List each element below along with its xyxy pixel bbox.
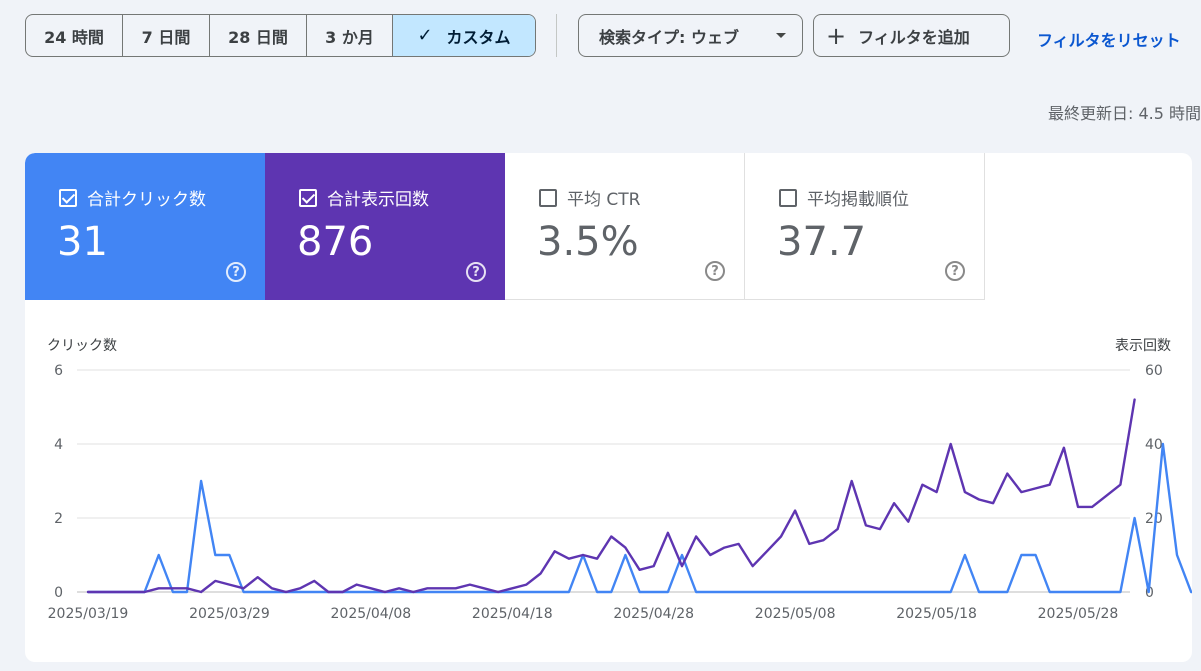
help-icon[interactable]: ?: [466, 262, 486, 282]
x-tick-label: 2025/04/18: [472, 606, 553, 622]
range-label: 28 日間: [228, 27, 288, 47]
range-label: カスタム: [446, 27, 511, 47]
y-right-axis-title: 表示回数: [1115, 338, 1171, 354]
metric-label: 合計表示回数: [327, 190, 429, 210]
metric-label: 平均掲載順位: [807, 190, 909, 210]
toolbar-divider: [556, 14, 557, 57]
search-type-dropdown[interactable]: 検索タイプ: ウェブ: [578, 14, 803, 57]
impressions-series-line: [86, 398, 1136, 594]
metric-tile-impressions[interactable]: 合計表示回数 876 ?: [265, 153, 505, 300]
y-left-tick-label: 6: [54, 363, 63, 379]
search-type-label: 検索タイプ: ウェブ: [599, 27, 739, 47]
last-updated-text: 最終更新日: 4.5 時間: [1047, 104, 1201, 123]
range-custom-button[interactable]: ✓ カスタム: [393, 15, 535, 56]
checkbox-checked-icon[interactable]: [299, 188, 317, 207]
check-icon: ✓: [417, 25, 433, 46]
x-tick-label: 2025/05/28: [1038, 606, 1119, 622]
plus-icon: +: [826, 21, 847, 50]
metric-value: 31: [57, 219, 108, 265]
y-left-tick-label: 2: [54, 511, 63, 527]
y-right-tick-label: 40: [1145, 437, 1163, 453]
checkbox-unchecked-icon[interactable]: [779, 188, 797, 207]
x-tick-label: 2025/05/18: [896, 606, 977, 622]
metric-value: 37.7: [777, 219, 867, 265]
x-tick-label: 2025/03/19: [48, 606, 129, 622]
x-tick-label: 2025/04/08: [331, 606, 412, 622]
add-filter-button[interactable]: + フィルタを追加: [813, 14, 1010, 57]
help-icon[interactable]: ?: [945, 261, 965, 281]
range-28d-button[interactable]: 28 日間: [210, 15, 307, 56]
range-3m-button[interactable]: 3 か月: [307, 15, 393, 56]
x-tick-label: 2025/05/08: [755, 606, 836, 622]
checkbox-unchecked-icon[interactable]: [539, 188, 557, 207]
help-icon[interactable]: ?: [705, 261, 725, 281]
y-right-tick-label: 60: [1145, 363, 1163, 379]
metric-tile-position[interactable]: 平均掲載順位 37.7 ?: [745, 153, 985, 300]
metric-value: 3.5%: [537, 219, 639, 265]
metric-label: 平均 CTR: [567, 190, 641, 210]
range-label: 3 か月: [325, 27, 374, 47]
metric-tile-clicks[interactable]: 合計クリック数 31 ?: [25, 153, 265, 300]
clicks-series-line: [86, 442, 1192, 594]
x-tick-label: 2025/03/29: [189, 606, 270, 622]
caret-down-icon: [776, 33, 786, 38]
y-left-tick-label: 4: [54, 437, 63, 453]
metric-tile-ctr[interactable]: 平均 CTR 3.5% ?: [505, 153, 745, 300]
add-filter-label: フィルタを追加: [858, 27, 970, 47]
y-right-tick-label: 20: [1145, 511, 1163, 527]
range-label: 24 時間: [44, 27, 104, 47]
date-range-selector: 24 時間 7 日間 28 日間 3 か月 ✓ カスタム: [25, 14, 536, 57]
help-icon[interactable]: ?: [226, 262, 246, 282]
y-left-tick-label: 0: [54, 585, 63, 601]
range-7d-button[interactable]: 7 日間: [123, 15, 210, 56]
performance-card: 合計クリック数 31 ? 合計表示回数 876 ? 平均 CTR 3.5% ? …: [25, 153, 1192, 662]
y-left-axis-title: クリック数: [47, 338, 117, 354]
range-24h-button[interactable]: 24 時間: [26, 15, 123, 56]
metric-value: 876: [297, 219, 374, 265]
y-right-tick-label: 0: [1145, 585, 1154, 601]
range-label: 7 日間: [141, 27, 191, 47]
x-tick-label: 2025/04/28: [613, 606, 694, 622]
metric-label: 合計クリック数: [87, 190, 206, 210]
reset-filters-link[interactable]: フィルタをリセット: [1037, 31, 1181, 50]
checkbox-checked-icon[interactable]: [59, 188, 77, 207]
